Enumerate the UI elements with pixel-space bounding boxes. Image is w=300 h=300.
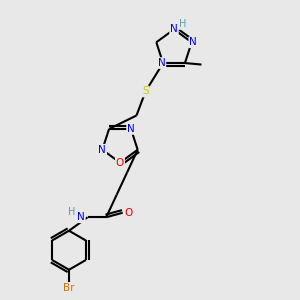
Text: N: N [77, 212, 85, 222]
Text: N: N [127, 124, 135, 134]
Text: H: H [179, 19, 186, 29]
Text: N: N [158, 58, 165, 68]
Text: N: N [170, 24, 178, 34]
Text: O: O [116, 158, 124, 168]
Text: N: N [189, 37, 197, 47]
Text: O: O [124, 208, 132, 218]
Text: H: H [68, 207, 76, 217]
Text: N: N [98, 145, 106, 155]
Text: S: S [142, 86, 149, 97]
Text: Br: Br [63, 283, 75, 293]
